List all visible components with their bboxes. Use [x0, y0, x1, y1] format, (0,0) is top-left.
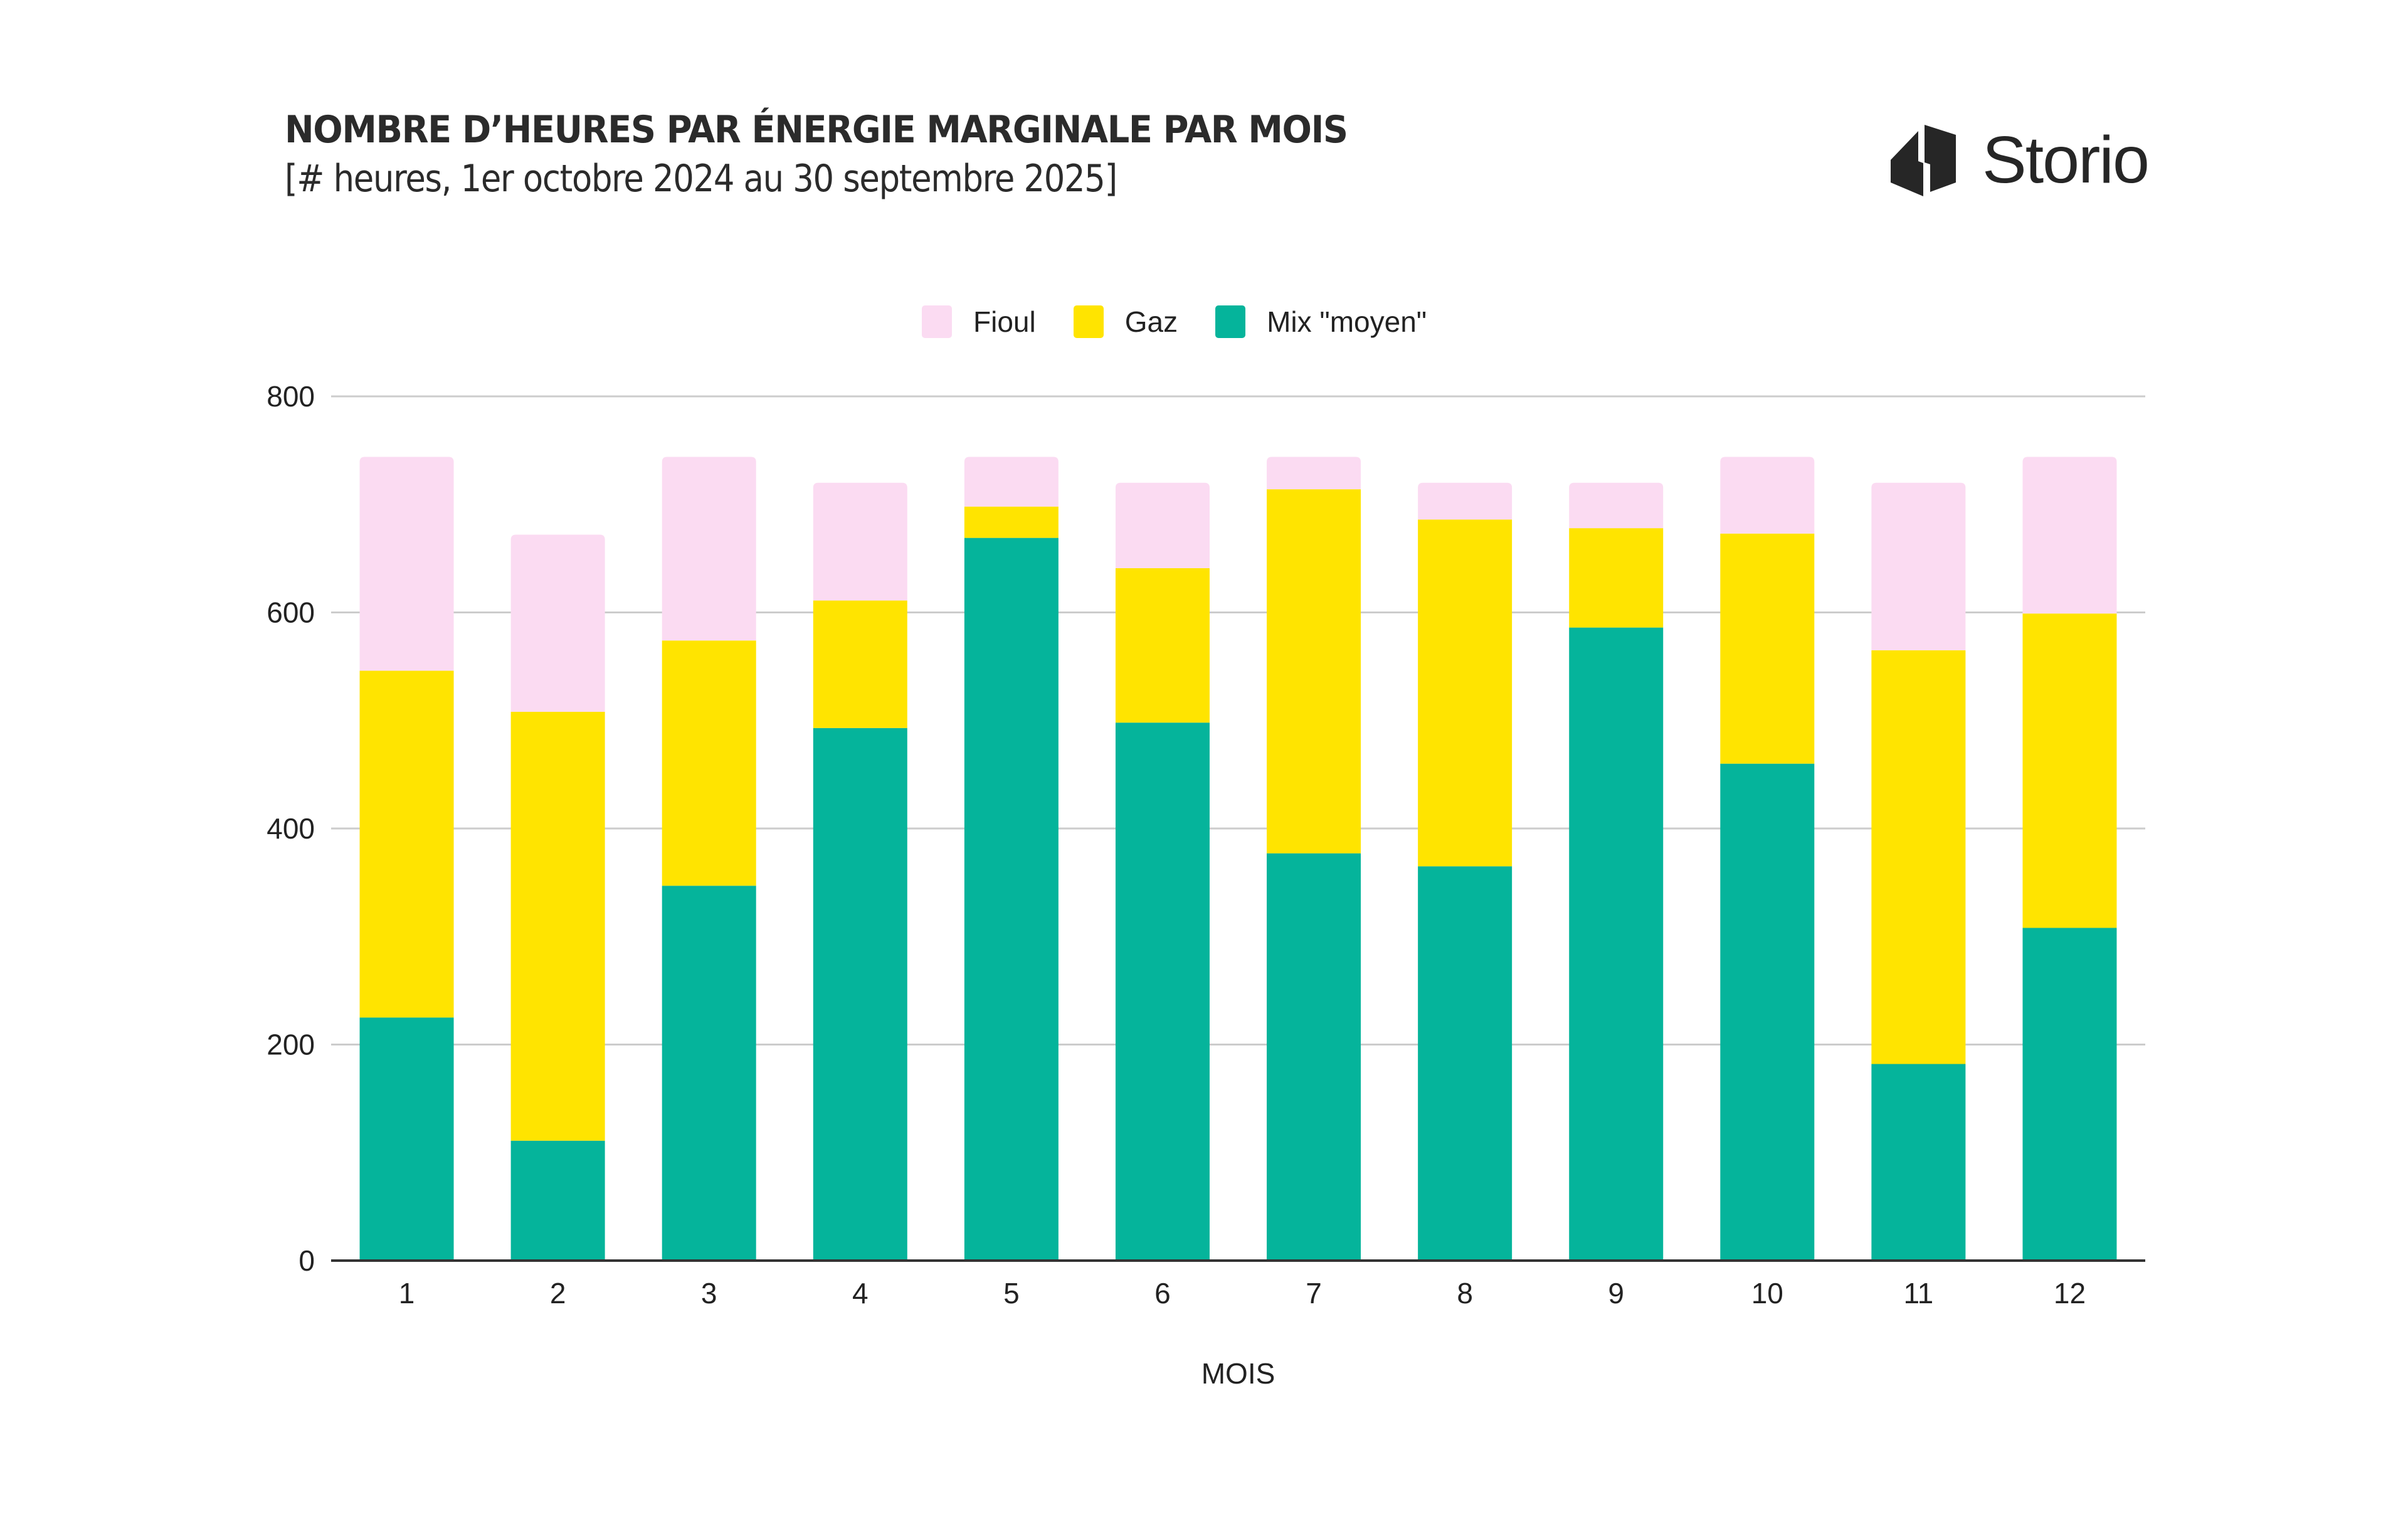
bar-segment-fioul-3[interactable]: [662, 457, 756, 641]
bar-group-3: [662, 457, 756, 1261]
bar-group-11: [1871, 482, 1966, 1261]
y-tick-label: 0: [298, 1244, 315, 1277]
bar-segment-mix-8[interactable]: [1418, 866, 1513, 1261]
x-tick-label: 3: [701, 1277, 717, 1310]
x-tick-label: 2: [550, 1277, 566, 1310]
y-axis-ticks: 0 200 400 600 800: [267, 380, 315, 1277]
x-tick-label: 9: [1608, 1277, 1624, 1310]
bar-segment-fioul-1[interactable]: [359, 457, 454, 671]
x-tick-label: 11: [1903, 1277, 1933, 1310]
bar-segment-gaz-3[interactable]: [662, 640, 756, 886]
y-tick-label: 400: [267, 812, 315, 845]
bar-segment-mix-6[interactable]: [1115, 722, 1210, 1261]
y-tick-label: 600: [267, 596, 315, 629]
bar-segment-gaz-8[interactable]: [1418, 519, 1513, 867]
bar-segment-mix-11[interactable]: [1871, 1064, 1966, 1261]
bar-segment-mix-10[interactable]: [1720, 763, 1815, 1261]
bar-segment-mix-5[interactable]: [964, 537, 1059, 1261]
bar-segment-fioul-9[interactable]: [1569, 482, 1664, 529]
y-tick-label: 200: [267, 1029, 315, 1061]
bar-group-2: [510, 534, 605, 1261]
bar-group-5: [964, 457, 1059, 1261]
bar-segment-gaz-2[interactable]: [510, 711, 605, 1141]
gridlines: [331, 395, 2145, 1045]
bar-segment-fioul-2[interactable]: [510, 534, 605, 712]
x-axis-ticks: 1 2 3 4 5 6 7 8 9 10 11 12: [399, 1277, 2086, 1310]
x-tick-label: 12: [2054, 1277, 2086, 1310]
bar-segment-fioul-6[interactable]: [1115, 482, 1210, 568]
x-axis-title: MOIS: [1201, 1357, 1275, 1390]
legend-swatch-mix: [1215, 305, 1246, 338]
bar-group-8: [1418, 482, 1513, 1261]
x-tick-label: 7: [1306, 1277, 1322, 1310]
bar-segment-fioul-12[interactable]: [2022, 457, 2117, 614]
x-tick-label: 6: [1154, 1277, 1171, 1310]
bar-segment-gaz-11[interactable]: [1871, 650, 1966, 1064]
bar-group-9: [1569, 482, 1664, 1261]
x-tick-label: 1: [399, 1277, 415, 1310]
x-tick-label: 5: [1003, 1277, 1020, 1310]
bar-segment-gaz-6[interactable]: [1115, 568, 1210, 723]
legend-item-mix[interactable]: Mix "moyen": [1215, 305, 1427, 339]
legend-label-mix: Mix "moyen": [1267, 305, 1427, 338]
bar-segment-gaz-10[interactable]: [1720, 533, 1815, 764]
bar-segment-mix-12[interactable]: [2022, 928, 2117, 1261]
x-tick-label: 10: [1751, 1277, 1783, 1310]
bar-segment-mix-2[interactable]: [510, 1140, 605, 1261]
bar-segment-gaz-4[interactable]: [813, 600, 907, 728]
x-tick-label: 8: [1457, 1277, 1473, 1310]
bars: [359, 457, 2117, 1261]
bar-segment-gaz-5[interactable]: [964, 506, 1059, 538]
bar-segment-fioul-4[interactable]: [813, 482, 907, 601]
legend-swatch-gaz: [1073, 305, 1104, 338]
bar-group-1: [359, 457, 454, 1261]
legend-item-gaz[interactable]: Gaz: [1073, 305, 1178, 339]
y-tick-label: 800: [267, 380, 315, 413]
x-tick-label: 4: [852, 1277, 869, 1310]
bar-group-4: [813, 482, 907, 1261]
storio-logo: Storio: [1891, 122, 2150, 198]
bar-segment-fioul-5[interactable]: [964, 457, 1059, 507]
bar-segment-mix-4[interactable]: [813, 728, 907, 1261]
chart-title: NOMBRE D’HEURES PAR ÉNERGIE MARGINALE PA…: [285, 108, 1348, 152]
bar-group-6: [1115, 482, 1210, 1261]
bar-segment-gaz-9[interactable]: [1569, 528, 1664, 628]
bar-segment-mix-7[interactable]: [1267, 853, 1361, 1261]
storio-building-icon: [1891, 125, 1956, 196]
bar-segment-gaz-12[interactable]: [2022, 613, 2117, 928]
bar-group-12: [2022, 457, 2117, 1261]
bar-segment-fioul-10[interactable]: [1720, 457, 1815, 534]
legend-item-fioul[interactable]: Fioul: [922, 305, 1036, 339]
chart-legend: Fioul Gaz Mix "moyen": [922, 305, 1464, 339]
bar-segment-mix-3[interactable]: [662, 886, 756, 1261]
bar-segment-fioul-11[interactable]: [1871, 482, 1966, 650]
bar-segment-fioul-7[interactable]: [1267, 457, 1361, 490]
bar-segment-mix-9[interactable]: [1569, 627, 1664, 1261]
legend-label-gaz: Gaz: [1124, 305, 1178, 338]
bar-segment-fioul-8[interactable]: [1418, 482, 1513, 520]
storio-logo-text: Storio: [1982, 123, 2150, 197]
bar-segment-mix-1[interactable]: [359, 1017, 454, 1261]
legend-swatch-fioul: [922, 305, 952, 338]
chart-subtitle: [# heures, 1er octobre 2024 au 30 septem…: [285, 157, 1117, 201]
legend-label-fioul: Fioul: [973, 305, 1036, 338]
bar-group-10: [1720, 457, 1815, 1261]
bar-group-7: [1267, 457, 1361, 1261]
bar-segment-gaz-1[interactable]: [359, 670, 454, 1018]
bar-segment-gaz-7[interactable]: [1267, 489, 1361, 854]
